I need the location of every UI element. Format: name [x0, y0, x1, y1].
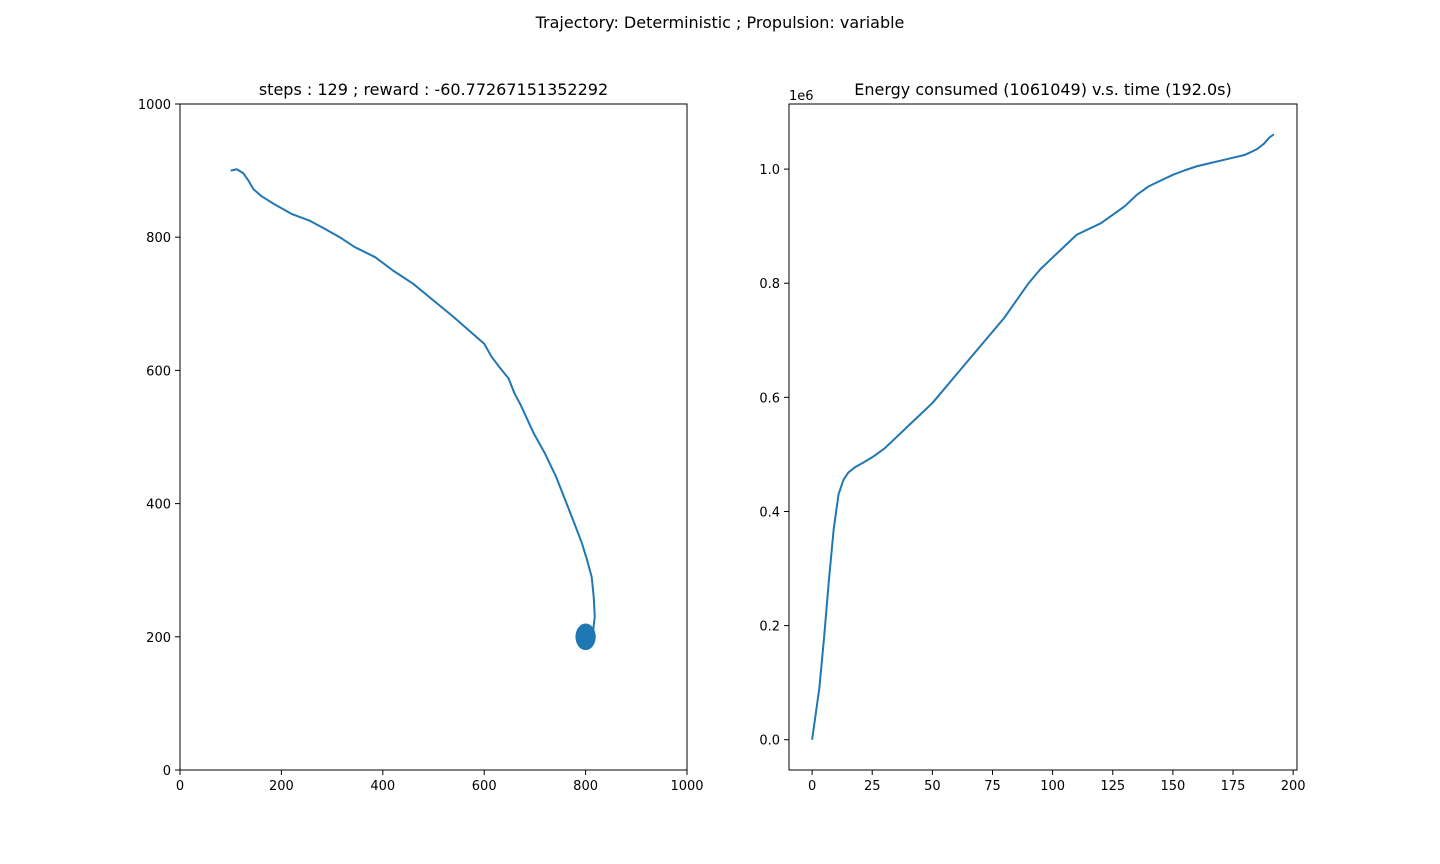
- energy-series-line-0: [811, 133, 1275, 740]
- trajectory-xtick-label-2: 400: [370, 779, 395, 794]
- trajectory-series-line-0: [230, 168, 596, 636]
- energy-offset-text: 1e6: [789, 89, 814, 104]
- energy-xtick-label-1: 25: [864, 779, 881, 794]
- trajectory-ytick-label-0: 0: [163, 764, 171, 779]
- energy-xtick-label-6: 150: [1160, 779, 1185, 794]
- trajectory-xtick-label-3: 600: [472, 779, 497, 794]
- energy-xtick-label-2: 50: [924, 779, 941, 794]
- trajectory-goal-marker-0: [575, 623, 596, 651]
- energy-title: Energy consumed (1061049) v.s. time (192…: [854, 80, 1231, 99]
- trajectory-xtick-label-0: 0: [176, 779, 184, 794]
- figure-title: Trajectory: Deterministic ; Propulsion: …: [535, 13, 905, 32]
- trajectory-plot: steps : 129 ; reward : -60.7726715135229…: [138, 80, 704, 794]
- energy-xtick-label-7: 175: [1221, 779, 1246, 794]
- energy-xtick-label-4: 100: [1040, 779, 1065, 794]
- trajectory-xtick-label-4: 800: [573, 779, 598, 794]
- energy-ytick-label-1: 0.2: [759, 620, 780, 635]
- energy-xtick-label-5: 125: [1100, 779, 1125, 794]
- energy-xtick-label-8: 200: [1281, 779, 1306, 794]
- energy-ytick-label-3: 0.6: [759, 391, 780, 406]
- trajectory-frame: [179, 103, 688, 771]
- trajectory-xtick-label-5: 1000: [670, 779, 703, 794]
- energy-xtick-label-3: 75: [984, 779, 1001, 794]
- energy-frame: [788, 103, 1298, 771]
- trajectory-ytick-label-5: 1000: [138, 98, 171, 113]
- trajectory-ytick-label-1: 200: [146, 631, 171, 646]
- trajectory-title: steps : 129 ; reward : -60.7726715135229…: [259, 80, 608, 99]
- trajectory-ytick-label-4: 800: [146, 231, 171, 246]
- energy-ytick-label-2: 0.4: [759, 505, 780, 520]
- trajectory-ytick-label-3: 600: [146, 364, 171, 379]
- energy-xtick-label-0: 0: [808, 779, 816, 794]
- energy-ytick-label-4: 0.8: [759, 277, 780, 292]
- trajectory-ytick-label-2: 400: [146, 498, 171, 513]
- trajectory-xtick-label-1: 200: [269, 779, 294, 794]
- energy-plot: Energy consumed (1061049) v.s. time (192…: [759, 80, 1305, 794]
- energy-ytick-label-5: 1.0: [759, 163, 780, 178]
- energy-ytick-label-0: 0.0: [759, 734, 780, 749]
